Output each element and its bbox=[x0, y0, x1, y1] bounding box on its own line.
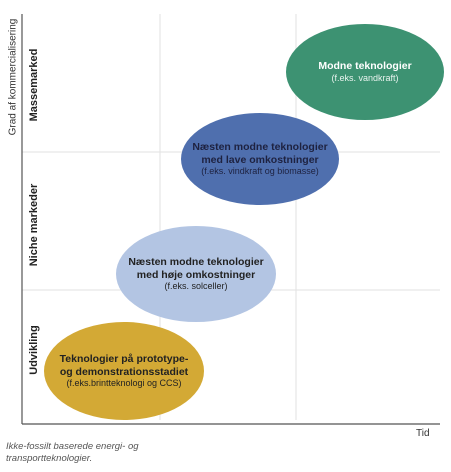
stage-title-line-2: med lave omkostninger bbox=[201, 153, 319, 166]
stage-near-mature-low-cost: Næsten modne teknologier med lave omkost… bbox=[181, 113, 339, 205]
stage-mature-technologies: Modne teknologier (f.eks. vandkraft) bbox=[286, 24, 444, 120]
caption-line-2: transportteknologier. bbox=[6, 453, 93, 465]
figure-caption: Ikke-fossilt baserede energi- og transpo… bbox=[6, 441, 246, 466]
stage-title-line-2: med høje omkostninger bbox=[136, 268, 256, 281]
stage-prototype-demonstration: Teknologier på prototype- og demonstrati… bbox=[44, 322, 204, 420]
band-label-text: Massemarked bbox=[28, 48, 40, 122]
stage-title: Næsten modne teknologier bbox=[192, 140, 328, 153]
band-label-text: Udvikling bbox=[28, 325, 40, 375]
caption-line-1: Ikke-fossilt baserede energi- og bbox=[6, 441, 139, 452]
band-label-udvikling: Udvikling bbox=[24, 310, 44, 390]
stage-example: (f.eks. vandkraft) bbox=[331, 72, 399, 83]
band-label-massemarked: Massemarked bbox=[24, 40, 44, 130]
stage-example: (f.eks.brintteknologi og CCS) bbox=[66, 378, 182, 389]
stage-title: Næsten modne teknologier bbox=[128, 255, 264, 268]
stage-title: Teknologier på prototype- bbox=[59, 352, 189, 365]
y-axis-title-text: Grad af kommercialisering bbox=[7, 18, 19, 136]
stage-near-mature-high-cost: Næsten modne teknologier med høje omkost… bbox=[116, 226, 276, 322]
band-label-text: Niche markeder bbox=[28, 183, 40, 267]
stage-title-line-2: og demonstrationsstadiet bbox=[59, 365, 189, 378]
x-axis-title: Tid bbox=[416, 428, 430, 439]
stage-example: (f.eks. solceller) bbox=[164, 281, 228, 292]
y-axis-title: Grad af kommercialisering bbox=[5, 12, 21, 142]
band-label-niche-markeder: Niche markeder bbox=[24, 170, 44, 280]
stage-title: Modne teknologier bbox=[318, 60, 412, 73]
stage-example: (f.eks. vindkraft og biomasse) bbox=[201, 166, 319, 177]
